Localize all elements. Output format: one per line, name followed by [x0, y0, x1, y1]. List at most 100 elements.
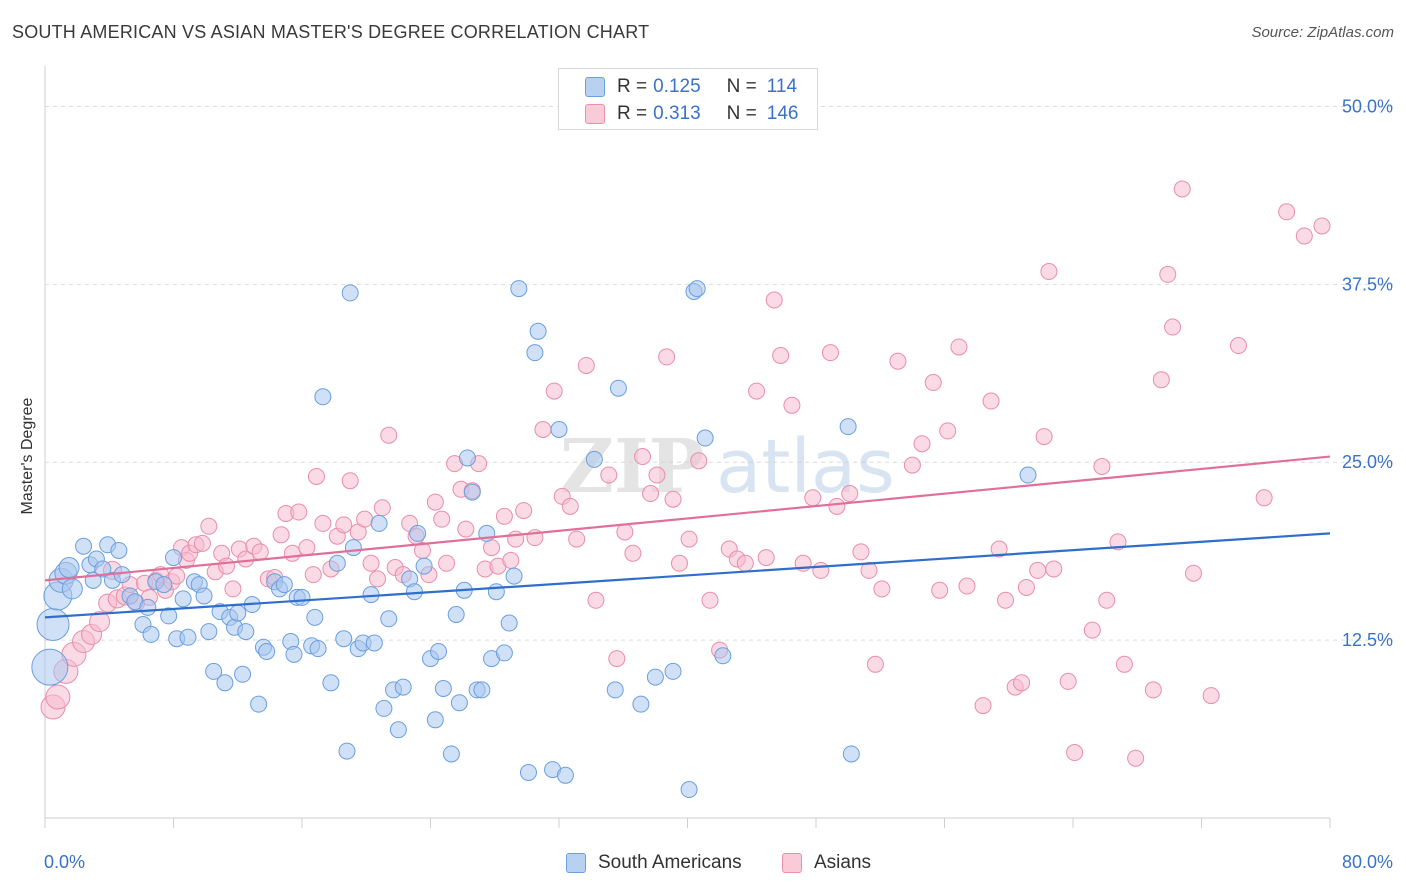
- south-americans-point: [714, 647, 732, 665]
- asians-point: [939, 422, 957, 440]
- asians-point: [272, 526, 290, 544]
- south-americans-point: [1019, 466, 1037, 484]
- asians-point: [748, 382, 766, 400]
- correlation-legend: R = 0.125 N = 114 R = 0.313 N = 146: [558, 68, 818, 130]
- south-americans-point: [338, 742, 356, 760]
- asians-point: [828, 497, 846, 515]
- asians-point: [587, 591, 605, 609]
- south-americans-point: [200, 623, 218, 641]
- watermark-zip: ZIP: [560, 424, 704, 510]
- south-americans-point: [234, 665, 252, 683]
- legend-r-value: 0.313: [653, 103, 701, 124]
- asians-point: [1035, 428, 1053, 446]
- south-americans-point: [328, 554, 346, 572]
- asians-point: [1045, 560, 1063, 578]
- south-americans-point: [430, 643, 448, 660]
- asians-point: [680, 530, 698, 548]
- chart-title: SOUTH AMERICAN VS ASIAN MASTER'S DEGREE …: [12, 22, 650, 42]
- asians-point: [534, 421, 552, 438]
- asians-point: [341, 472, 359, 490]
- asians-point: [1013, 674, 1031, 692]
- south-americans-point: [556, 766, 574, 784]
- south-americans-point: [237, 623, 255, 641]
- south-americans-point: [487, 583, 505, 601]
- asians-point: [1029, 561, 1047, 579]
- asians-point: [438, 554, 456, 572]
- asians-point: [958, 577, 976, 595]
- asians-point: [502, 551, 520, 569]
- asians-point: [648, 466, 666, 484]
- south-americans-point: [585, 450, 603, 468]
- asians-point: [1295, 227, 1313, 245]
- asians-point: [224, 580, 242, 598]
- asians-point: [356, 510, 374, 528]
- asians-point: [889, 352, 907, 370]
- south-americans-point: [142, 625, 160, 643]
- asians-point: [624, 544, 642, 562]
- asians-point: [903, 456, 921, 474]
- south-americans-point: [529, 322, 547, 340]
- asians-point: [757, 549, 775, 567]
- asians-point: [251, 543, 269, 561]
- x-tick-label-max: 80.0%: [1341, 852, 1393, 872]
- asians-point: [89, 611, 111, 633]
- south-americans-point: [113, 566, 131, 584]
- south-americans-point: [370, 514, 388, 532]
- south-americans-points: [31, 280, 1037, 799]
- south-americans-point: [394, 678, 412, 696]
- asians-point: [634, 448, 652, 466]
- y-tick-label: 50.0%: [1342, 96, 1393, 116]
- legend-r-label: R =: [617, 76, 648, 97]
- legend-r-value: 0.125: [653, 76, 701, 97]
- asians-point: [368, 570, 386, 588]
- asians-point: [913, 435, 931, 453]
- asians-trend-line: [44, 455, 1331, 582]
- asians-point: [1093, 458, 1111, 475]
- south-americans-point: [179, 628, 197, 646]
- legend-item-south-americans[interactable]: South Americans: [566, 852, 742, 874]
- asians-point: [193, 534, 211, 552]
- south-americans-point: [447, 606, 465, 623]
- asians-point: [1059, 672, 1077, 690]
- legend-swatch-south-americans: [585, 77, 605, 97]
- asians-point: [852, 543, 870, 561]
- asians-point: [841, 485, 859, 503]
- asians-point: [545, 382, 563, 400]
- legend-row-asians: R = 0.313 N = 146: [585, 103, 798, 125]
- south-americans-point: [160, 607, 178, 625]
- asians-point: [1144, 681, 1162, 699]
- asians-point: [616, 523, 634, 541]
- south-americans-point: [664, 662, 682, 680]
- asians-point: [664, 490, 682, 508]
- asians-point: [577, 356, 595, 374]
- asians-point: [1202, 687, 1220, 705]
- legend-swatch-asians: [782, 853, 802, 873]
- asians-point: [1159, 265, 1177, 283]
- south-americans-point: [31, 648, 69, 686]
- asians-point: [860, 561, 878, 579]
- asians-point: [1098, 591, 1116, 609]
- asians-point: [642, 485, 660, 503]
- asians-point: [373, 499, 391, 517]
- south-americans-point: [110, 541, 128, 559]
- asians-point: [298, 539, 316, 557]
- south-americans-point: [409, 524, 427, 542]
- asians-point: [736, 554, 754, 572]
- y-tick-labels: 12.5% 25.0% 37.5% 50.0%: [1342, 96, 1393, 650]
- asians-point: [1278, 203, 1296, 221]
- south-americans-point: [473, 681, 491, 699]
- south-americans-trend-line: [44, 532, 1331, 619]
- y-tick-label: 12.5%: [1342, 630, 1393, 650]
- asians-point: [772, 347, 790, 364]
- south-americans-point: [75, 537, 93, 555]
- asians-point: [1164, 318, 1182, 336]
- legend-item-asians[interactable]: Asians: [782, 852, 871, 874]
- asians-point: [45, 684, 71, 710]
- south-americans-point: [205, 662, 223, 680]
- south-americans-point: [426, 711, 444, 729]
- south-americans-point: [250, 695, 268, 713]
- south-americans-point: [174, 590, 192, 608]
- south-americans-point: [696, 429, 714, 447]
- asians-point: [290, 503, 308, 521]
- south-americans-point: [285, 645, 303, 663]
